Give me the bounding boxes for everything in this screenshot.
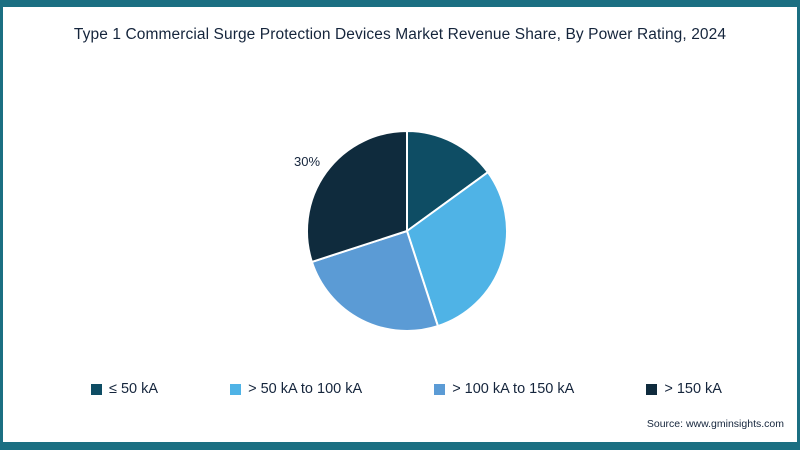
legend-item-le-50ka: ≤ 50 kA — [91, 381, 158, 397]
chart-title: Type 1 Commercial Surge Protection Devic… — [73, 26, 727, 43]
slice-data-label-30pct: 30% — [294, 154, 321, 169]
legend-swatch-100-150ka — [434, 383, 446, 395]
pie-slice-3 — [306, 130, 408, 263]
legend-label: > 100 kA to 150 kA — [452, 381, 575, 397]
pie-slice-2 — [310, 230, 439, 332]
legend-swatch-le-50ka — [91, 383, 102, 395]
pie-slice-0 — [406, 130, 489, 232]
pie-slice-1 — [406, 171, 508, 328]
pie-chart — [300, 124, 514, 338]
legend-item-100-150ka: > 100 kA to 150 kA — [434, 381, 574, 397]
chart-legend: ≤ 50 kA > 50 kA to 100 kA > 100 kA to 15… — [91, 381, 722, 397]
legend-label: > 50 kA to 100 kA — [248, 381, 363, 397]
legend-label: > 150 kA — [664, 381, 722, 397]
legend-item-50-100ka: > 50 kA to 100 kA — [230, 381, 362, 397]
legend-item-gt-150ka: > 150 kA — [646, 381, 722, 397]
legend-label: ≤ 50 kA — [109, 381, 159, 397]
source-attribution: Source: www.gminsights.com — [646, 418, 784, 430]
legend-swatch-gt-150ka — [646, 383, 658, 395]
pie-chart-svg — [306, 130, 508, 332]
legend-swatch-50-100ka — [230, 383, 242, 395]
